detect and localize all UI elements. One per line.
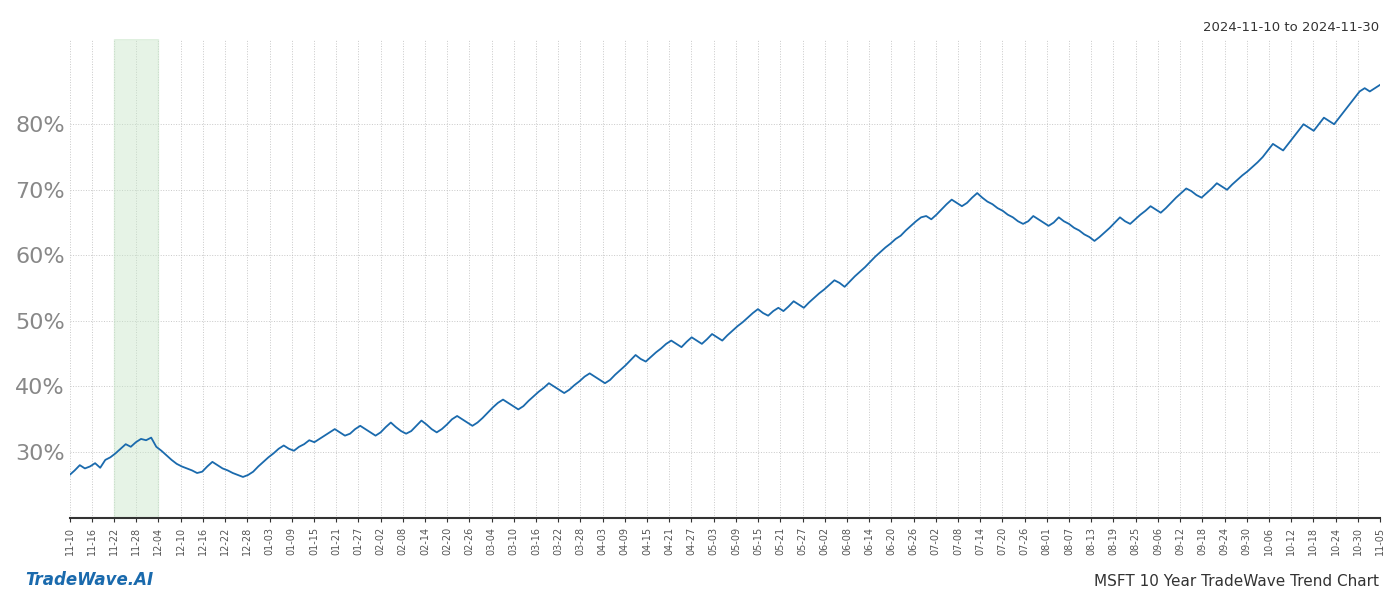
Text: TradeWave.AI: TradeWave.AI [25, 571, 154, 589]
Text: 2024-11-10 to 2024-11-30: 2024-11-10 to 2024-11-30 [1203, 21, 1379, 34]
Text: MSFT 10 Year TradeWave Trend Chart: MSFT 10 Year TradeWave Trend Chart [1093, 574, 1379, 589]
Bar [113, 39, 158, 518]
